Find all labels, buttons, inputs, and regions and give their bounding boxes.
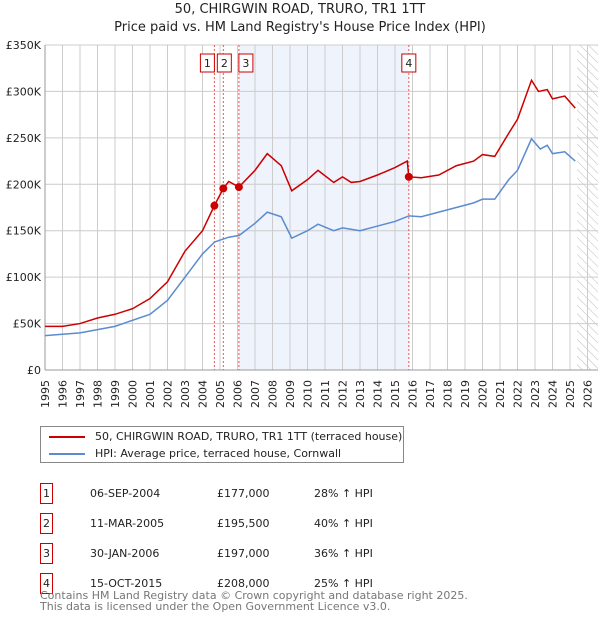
sale-label: 4	[405, 57, 412, 70]
x-tick-label: 2010	[302, 380, 315, 408]
sale-label: 3	[242, 57, 249, 70]
x-tick-label: 1995	[39, 380, 52, 408]
y-tick-label: £0	[27, 364, 41, 377]
y-tick-label: £50K	[13, 318, 42, 331]
sale-price: £208,000	[217, 577, 270, 590]
sale-hpi: 36% ↑ HPI	[314, 547, 373, 560]
x-tick-label: 2022	[512, 380, 525, 408]
x-tick-label: 2000	[127, 380, 140, 408]
x-tick-label: 2005	[214, 380, 227, 408]
footer-line: Contains HM Land Registry data © Crown c…	[40, 589, 468, 602]
y-tick-label: £200K	[6, 178, 42, 191]
sale-label: 1	[204, 57, 211, 70]
x-tick-label: 2014	[372, 380, 385, 408]
x-tick-label: 2015	[389, 380, 402, 408]
y-tick-label: £350K	[6, 39, 42, 52]
legend-swatch	[49, 452, 85, 455]
sale-price: £197,000	[217, 547, 270, 560]
x-tick-label: 1997	[74, 380, 87, 408]
footer-line: This data is licensed under the Open Gov…	[40, 600, 391, 613]
x-tick-label: 2013	[354, 380, 367, 408]
x-tick-label: 1996	[57, 380, 70, 408]
sale-date: 15-OCT-2015	[90, 577, 163, 590]
sale-row: 2 11-MAR-2005 £195,500 40% ↑ HPI	[40, 513, 440, 537]
chart-subtitle: Price paid vs. HM Land Registry's House …	[114, 20, 486, 35]
x-tick-label: 2026	[582, 380, 595, 408]
x-tick-label: 2018	[442, 380, 455, 408]
x-tick-label: 2021	[494, 380, 507, 408]
sale-label-box	[216, 53, 232, 73]
x-tick-label: 2023	[529, 380, 542, 408]
sale-label: 2	[221, 57, 228, 70]
sale-label-box	[238, 53, 254, 73]
x-tick-label: 2008	[267, 380, 280, 408]
y-tick-label: £300K	[6, 85, 42, 98]
shaded-region	[238, 45, 409, 370]
y-tick-label: £100K	[6, 271, 42, 284]
sale-point	[234, 183, 243, 192]
sale-number: 1	[40, 483, 53, 504]
x-tick-label: 2011	[319, 380, 332, 408]
legend-swatch	[49, 435, 85, 438]
footer: Contains HM Land Registry data © Crown c…	[40, 590, 468, 612]
sale-row: 1 06-SEP-2004 £177,000 28% ↑ HPI	[40, 483, 440, 507]
sale-price: £177,000	[217, 487, 270, 500]
series-line	[44, 137, 576, 337]
x-tick-label: 2001	[144, 380, 157, 408]
sale-number: 4	[40, 573, 53, 594]
x-tick-label: 2016	[407, 380, 420, 408]
sale-label-box	[401, 53, 417, 73]
sale-row: 4 15-OCT-2015 £208,000 25% ↑ HPI	[40, 573, 440, 597]
x-tick-label: 2017	[424, 380, 437, 408]
legend-label: HPI: Average price, terraced house, Corn…	[95, 447, 342, 460]
price-chart: 1995 1996 1997 1998 1999 2000 2001 2002 2003 2004…	[6, 39, 598, 408]
x-tick-label: 2006	[232, 380, 245, 408]
sale-price: £195,500	[217, 517, 270, 530]
x-tick-label: 2007	[249, 380, 262, 408]
sale-date: 11-MAR-2005	[90, 517, 165, 530]
x-tick-label: 2012	[337, 380, 350, 408]
sale-point	[404, 172, 413, 181]
x-tick-label: 2002	[162, 380, 175, 408]
x-tick-label: 1998	[92, 380, 105, 408]
x-tick-label: 2025	[564, 380, 577, 408]
y-tick-label: £150K	[6, 225, 42, 238]
sale-hpi: 40% ↑ HPI	[314, 517, 373, 530]
sale-label-box	[199, 53, 215, 73]
legend-label: 50, CHIRGWIN ROAD, TRURO, TR1 1TT (terra…	[95, 430, 403, 443]
sale-point	[210, 201, 219, 210]
sale-hpi: 28% ↑ HPI	[314, 487, 373, 500]
sale-point	[219, 184, 228, 193]
legend: 50, CHIRGWIN ROAD, TRURO, TR1 1TT (terra…	[40, 426, 404, 463]
x-tick-label: 2009	[284, 380, 297, 408]
x-tick-label: 2004	[197, 380, 210, 408]
x-tick-label: 2003	[179, 380, 192, 408]
sale-row: 3 30-JAN-2006 £197,000 36% ↑ HPI	[40, 543, 440, 567]
x-tick-label: 2020	[477, 380, 490, 408]
sale-hpi: 25% ↑ HPI	[314, 577, 373, 590]
chart-title: 50, CHIRGWIN ROAD, TRURO, TR1 1TT	[174, 2, 426, 17]
sale-number: 2	[40, 513, 53, 534]
legend-item-hpi: HPI: Average price, terraced house, Corn…	[49, 447, 341, 460]
y-tick-label: £250K	[6, 132, 42, 145]
x-tick-label: 2024	[547, 380, 560, 408]
sale-date: 30-JAN-2006	[90, 547, 160, 560]
x-tick-label: 2019	[459, 380, 472, 408]
sale-number: 3	[40, 543, 53, 564]
sale-date: 06-SEP-2004	[90, 487, 161, 500]
x-tick-label: 1999	[109, 380, 122, 408]
series-line	[45, 78, 576, 328]
legend-item-property: 50, CHIRGWIN ROAD, TRURO, TR1 1TT (terra…	[49, 430, 402, 443]
